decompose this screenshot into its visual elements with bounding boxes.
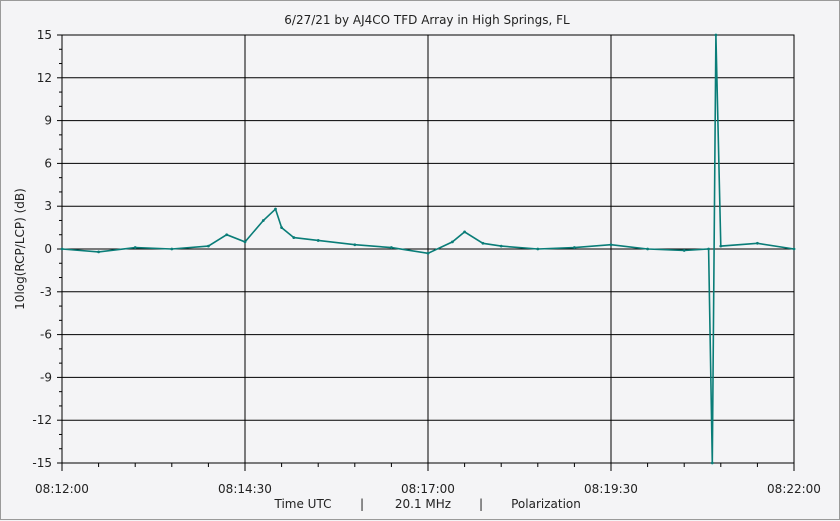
y-tick-label: -6 [40,328,52,342]
y-tick-label: -3 [40,285,52,299]
data-point [243,240,247,244]
data-point [280,226,283,230]
data-point [207,244,210,248]
series-group [60,33,796,465]
data-point [463,230,466,234]
x-axis-label-part: | [360,497,364,511]
data-point [573,246,576,249]
data-point [499,244,503,248]
grid-lines [62,35,794,463]
data-point [274,207,277,211]
chart-title: 6/27/21 by AJ4CO TFD Array in High Sprin… [284,13,570,27]
axis-ticks [57,34,795,471]
data-point [481,241,485,245]
y-tick-label: 9 [44,114,52,128]
x-axis-tick-labels: 08:12:00 08:14:30 08:17:00 08:19:30 08:22:00 [35,482,821,496]
data-point [792,247,796,251]
data-point [756,241,759,245]
x-tick-label: 08:19:30 [584,482,638,496]
data-point [536,247,540,251]
data-point [353,243,357,247]
data-point [97,250,100,254]
data-point [60,247,64,251]
x-axis-label-part: Polarization [511,497,581,511]
x-axis-label: Time UTC | 20.1 MHz | Polarization [274,497,581,511]
data-point [707,247,710,251]
data-point [170,247,174,251]
series-line [61,34,795,464]
data-point [133,246,137,249]
x-axis-label-part: 20.1 MHz [395,497,451,511]
data-point [390,246,393,249]
data-point [451,240,454,244]
x-tick-label: 08:14:30 [218,482,272,496]
data-point [225,233,229,237]
y-tick-label: 3 [44,199,52,213]
data-point [426,251,430,255]
y-tick-label: 12 [37,71,52,85]
y-axis-label: 10log(RCP/LCP) (dB) [13,188,27,310]
y-tick-label: 6 [44,156,52,170]
y-tick-label: 15 [37,28,52,42]
data-point [609,243,613,247]
x-axis-label-part: | [479,497,483,511]
data-point [682,249,686,252]
y-tick-label: -15 [32,456,52,470]
x-axis-label-part: Time UTC [274,497,332,511]
y-tick-label: -12 [32,413,52,427]
data-point [710,461,714,465]
y-axis-tick-labels: 15 12 9 6 3 0 -3 -6 -9 -12 -15 [32,28,52,470]
data-point [261,219,265,222]
data-point [646,247,649,251]
data-point [719,244,723,248]
data-point [714,33,718,37]
x-tick-label: 08:17:00 [401,482,455,496]
data-point [316,239,320,242]
x-tick-label: 08:22:00 [767,482,821,496]
x-tick-label: 08:12:00 [35,482,89,496]
y-tick-label: 0 [44,242,52,256]
y-tick-label: -9 [40,370,52,384]
data-point [292,236,296,239]
